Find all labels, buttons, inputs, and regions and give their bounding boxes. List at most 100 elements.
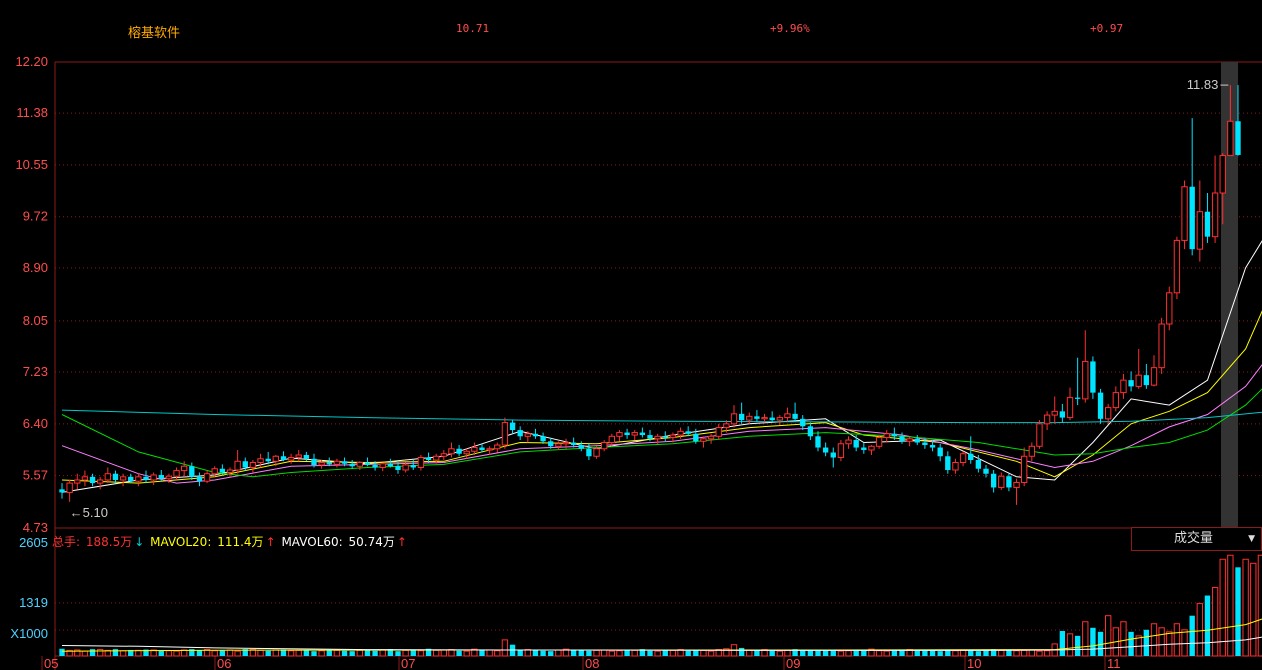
candle	[173, 467, 180, 480]
candle-body	[830, 452, 836, 458]
candle-body	[562, 442, 570, 445]
volume-bar	[853, 649, 859, 656]
volume-bar	[669, 649, 677, 657]
candle-body	[853, 440, 859, 448]
candle	[769, 411, 775, 422]
candle	[89, 473, 96, 487]
mavol20-value: 111.4万	[217, 535, 264, 549]
volume-bar	[494, 650, 501, 657]
candle-body	[899, 436, 905, 442]
candle	[1219, 153, 1226, 225]
candle-body	[128, 476, 134, 482]
candle-body	[81, 476, 89, 481]
candle-body	[715, 427, 722, 437]
candle-body	[1082, 360, 1089, 400]
candle-body	[1211, 192, 1219, 238]
volume-bar	[929, 650, 936, 656]
candle	[1235, 85, 1241, 156]
candle-body	[471, 447, 478, 452]
candle	[249, 460, 257, 473]
candle	[135, 473, 142, 487]
volume-bar	[173, 650, 180, 657]
candle-body	[730, 413, 738, 425]
candle-body	[1189, 186, 1195, 250]
candle-body	[776, 417, 783, 421]
candle-body	[723, 423, 730, 429]
candle-body	[1074, 397, 1081, 399]
stock-name[interactable]: 榕基软件	[128, 26, 181, 41]
candle-body	[1013, 481, 1020, 488]
candle-body	[929, 445, 936, 448]
candle-body	[1006, 476, 1012, 488]
candle-body	[1028, 445, 1035, 457]
candle-body	[509, 422, 516, 431]
candle	[265, 451, 271, 465]
volume-bar	[1036, 650, 1043, 657]
candle	[128, 473, 134, 484]
candle	[1196, 180, 1203, 262]
volume-bar	[410, 649, 416, 656]
stock-price: 10.71	[456, 22, 490, 35]
candle	[287, 453, 295, 464]
candle-body	[135, 476, 142, 482]
candle-body	[586, 448, 592, 457]
volume-bar	[990, 649, 997, 656]
candle	[845, 436, 852, 449]
candle	[899, 432, 905, 444]
candle-body	[333, 460, 341, 465]
candle-body	[624, 432, 630, 436]
volume-bar	[440, 649, 447, 657]
volume-bar	[555, 649, 562, 657]
volume-bar	[586, 650, 592, 656]
volume-bar	[883, 650, 890, 657]
candle	[952, 458, 959, 474]
volume-bar	[1059, 631, 1066, 656]
candle-body	[501, 422, 509, 446]
ma-line-ma5	[61, 240, 1262, 493]
candle	[685, 426, 691, 437]
candle	[837, 440, 845, 462]
candle	[1082, 330, 1089, 403]
volume-bar	[349, 651, 355, 656]
indicator-selector[interactable]: 成交量 ▼	[1131, 527, 1262, 551]
volume-bar	[1143, 629, 1150, 656]
mavol20-line	[61, 618, 1262, 652]
candle-body	[1173, 239, 1181, 294]
volume-bar	[165, 650, 173, 657]
candle-body	[608, 435, 615, 444]
volume-bar	[364, 649, 371, 656]
volume-bar	[479, 650, 485, 656]
candle	[654, 433, 661, 444]
volume-bars[interactable]	[59, 551, 1262, 657]
candle-body	[203, 473, 211, 482]
month-tick-label: 06	[217, 656, 231, 670]
candle-body	[807, 426, 814, 437]
volume-bar	[112, 649, 119, 656]
triangle-down-icon[interactable]: ▼	[1248, 534, 1255, 544]
candle	[1043, 411, 1051, 431]
candle-body	[738, 413, 745, 421]
candle-body	[104, 473, 111, 481]
candle-body	[341, 461, 348, 464]
candle-body	[875, 437, 883, 447]
candle	[868, 445, 875, 456]
candle-body	[1204, 211, 1211, 237]
ma-line-ma30	[61, 388, 1262, 478]
volume-bar	[1090, 627, 1096, 656]
candle	[723, 420, 730, 433]
volume-bar	[1204, 595, 1211, 656]
candle-body	[143, 476, 149, 480]
volume-bar	[685, 650, 691, 656]
volume-bar	[1013, 650, 1020, 657]
candle-body	[654, 435, 661, 440]
candle	[532, 428, 539, 439]
candle-body	[1235, 121, 1241, 155]
candle-body	[959, 453, 967, 463]
volume-bar	[1211, 586, 1219, 657]
candle	[639, 427, 646, 438]
candle-body	[883, 433, 890, 439]
candle-body	[968, 453, 974, 461]
candlesticks[interactable]	[59, 85, 1241, 505]
candle	[883, 430, 890, 443]
